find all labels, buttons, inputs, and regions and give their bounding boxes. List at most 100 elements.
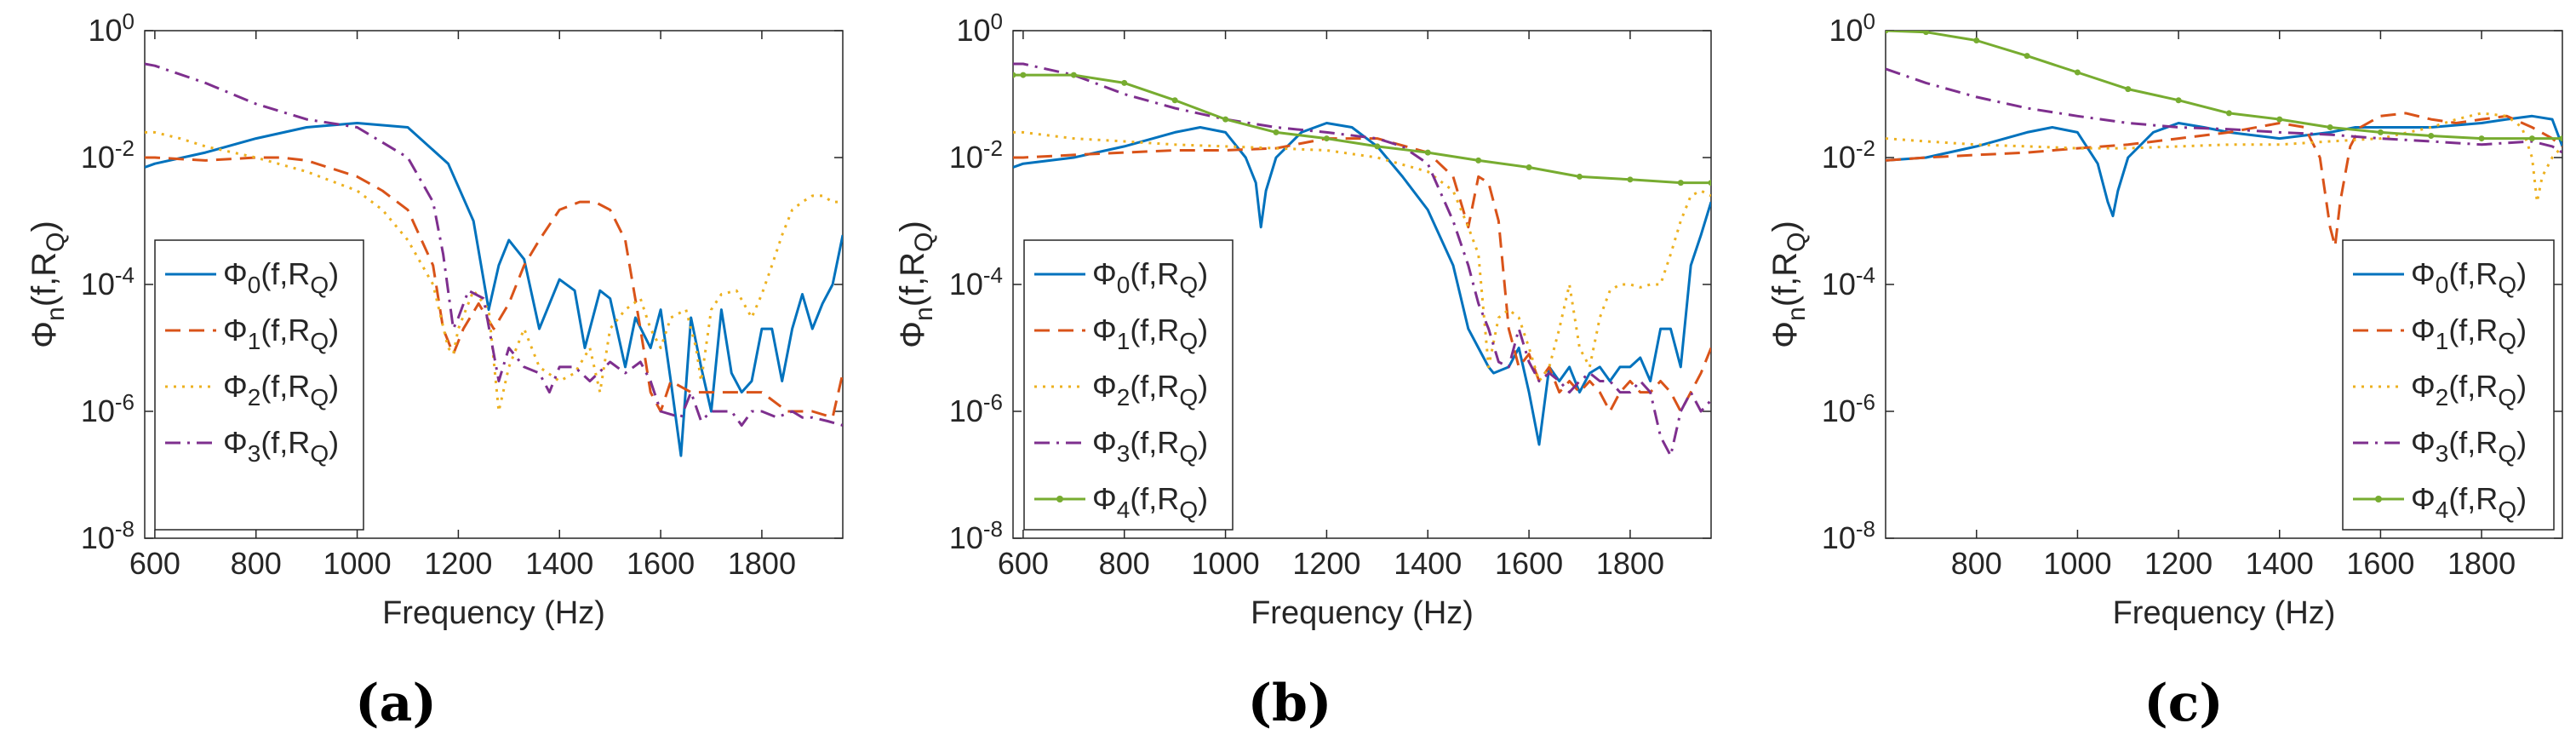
x-tick-label: 1200 [1292,546,1360,581]
x-tick-label: 1000 [1192,546,1260,581]
series-marker [2559,135,2562,142]
x-tick-label: 1000 [323,546,392,581]
x-axis-label: Frequency (Hz) [2113,595,2336,631]
legend-entry-label: Φ1(f,RQ) [1092,313,1208,354]
series-marker [1526,164,1532,171]
panel-c: 10-8 10-6 10-4 10-2 100 800 1000 1200 1400 1600 18… [1766,9,2563,631]
x-tick-label: 1600 [2346,546,2414,581]
series-marker [1922,31,1929,36]
y-tick-label: 10-6 [949,389,1003,428]
x-tick-label: 1800 [2447,546,2516,581]
series-marker [1020,72,1027,78]
legend-entry-label: Φ4(f,RQ) [1092,481,1208,523]
y-tick-label: 10-6 [1822,389,1875,428]
series-line-phi1 [1886,112,2562,248]
x-tick-label: 1800 [728,546,796,581]
x-tick-label: 1600 [1495,546,1563,581]
y-tick-label: 100 [956,9,1003,48]
x-tick-label: 800 [1099,546,1150,581]
y-tick-label: 10-2 [81,135,135,175]
legend-box [154,239,364,531]
legend-entry-label: Φ2(f,RQ) [223,369,339,410]
series-marker [1273,129,1279,135]
series-marker [1677,180,1684,187]
series-marker [2225,110,2232,117]
y-tick-label: 10-2 [1822,135,1875,175]
x-tick-label: 600 [129,546,180,581]
x-tick-label: 1400 [1394,546,1462,581]
series-marker [1627,176,1634,183]
y-tick-label: 100 [88,9,135,48]
legend-box [2342,239,2555,531]
y-tick-label: 10-8 [81,516,135,555]
legend-entry-label: Φ3(f,RQ) [1092,425,1208,467]
series-line-phi4 [1013,73,1711,185]
series-line-phi3 [1886,67,2562,154]
series-marker [1708,180,1711,187]
y-tick-label: 10-8 [949,516,1003,555]
caption-c: (c) [2144,674,2223,733]
series-marker [1121,79,1128,86]
series-marker [1070,72,1077,78]
panel-a: 10-8 10-6 10-4 10-2 100 600 800 1000 1200 1400 160… [26,9,844,631]
legend: Φ0(f,RQ) Φ1(f,RQ) Φ2(f,RQ) Φ3(f,RQ) Φ4(f,RQ) [2342,239,2555,531]
series-marker [2024,53,2030,60]
y-tick-label: 10-4 [1822,262,1875,301]
series-marker [2377,129,2384,135]
series-line-phi2 [1886,112,2562,204]
x-axis-label: Frequency (Hz) [382,595,605,631]
x-tick-label: 1600 [627,546,695,581]
legend-entry-label: Φ2(f,RQ) [2411,369,2527,410]
panel-b: 10-8 10-6 10-4 10-2 100 600 800 1000 1200 1400 160… [894,9,1712,631]
series-marker [2327,123,2333,130]
series-group [1886,31,2562,248]
series-marker [1222,116,1229,123]
y-axis-label: Φn(f,RQ) [894,221,938,348]
series-marker [1171,97,1178,104]
series-group [1013,62,1711,457]
series-line-phi1 [145,156,843,419]
series-marker [1973,37,1980,44]
series-line-phi3 [1013,62,1711,457]
legend-entry-label: Φ3(f,RQ) [223,425,339,467]
caption-a: (a) [355,674,437,733]
x-tick-label: 1800 [1596,546,1664,581]
legend-entry-label: Φ1(f,RQ) [223,313,339,354]
y-axis-label: Φn(f,RQ) [26,221,70,348]
series-marker [1424,149,1431,156]
x-tick-label: 800 [1951,546,2002,581]
series-marker [2428,132,2435,139]
series-line-phi2 [145,130,843,413]
x-tick-label: 1200 [424,546,492,581]
legend-swatch-marker [1056,496,1063,502]
series-line-phi0 [145,122,843,457]
legend-entry-label: Φ2(f,RQ) [1092,369,1208,410]
y-tick-label: 10-6 [81,389,135,428]
legend-box [1023,239,1234,531]
y-axis-label: Φn(f,RQ) [1766,221,1811,348]
legend-entry-label: Φ0(f,RQ) [2411,256,2527,298]
series-line-phi3 [145,62,843,427]
x-tick-label: 1400 [2246,546,2314,581]
series-marker [2528,135,2535,142]
legend-entry-label: Φ3(f,RQ) [2411,425,2527,467]
series-marker [1374,143,1381,150]
series-line-phi0 [1886,114,2562,218]
x-tick-label: 1000 [2043,546,2111,581]
series-line-phi0 [1013,122,1711,446]
legend-swatch-marker [2375,496,2382,502]
y-tick-label: 10-8 [1822,516,1875,555]
series-marker [1475,157,1482,164]
series-marker [1323,135,1330,142]
x-axis-label: Frequency (Hz) [1251,595,1474,631]
x-tick-label: 600 [998,546,1049,581]
x-tick-label: 800 [231,546,282,581]
y-tick-label: 10-4 [949,262,1003,301]
x-tick-label: 1200 [2144,546,2212,581]
legend-entry-label: Φ1(f,RQ) [2411,313,2527,354]
series-group [145,62,843,457]
y-tick-label: 10-4 [81,262,135,301]
series-marker [2276,116,2283,123]
y-tick-label: 10-2 [949,135,1003,175]
